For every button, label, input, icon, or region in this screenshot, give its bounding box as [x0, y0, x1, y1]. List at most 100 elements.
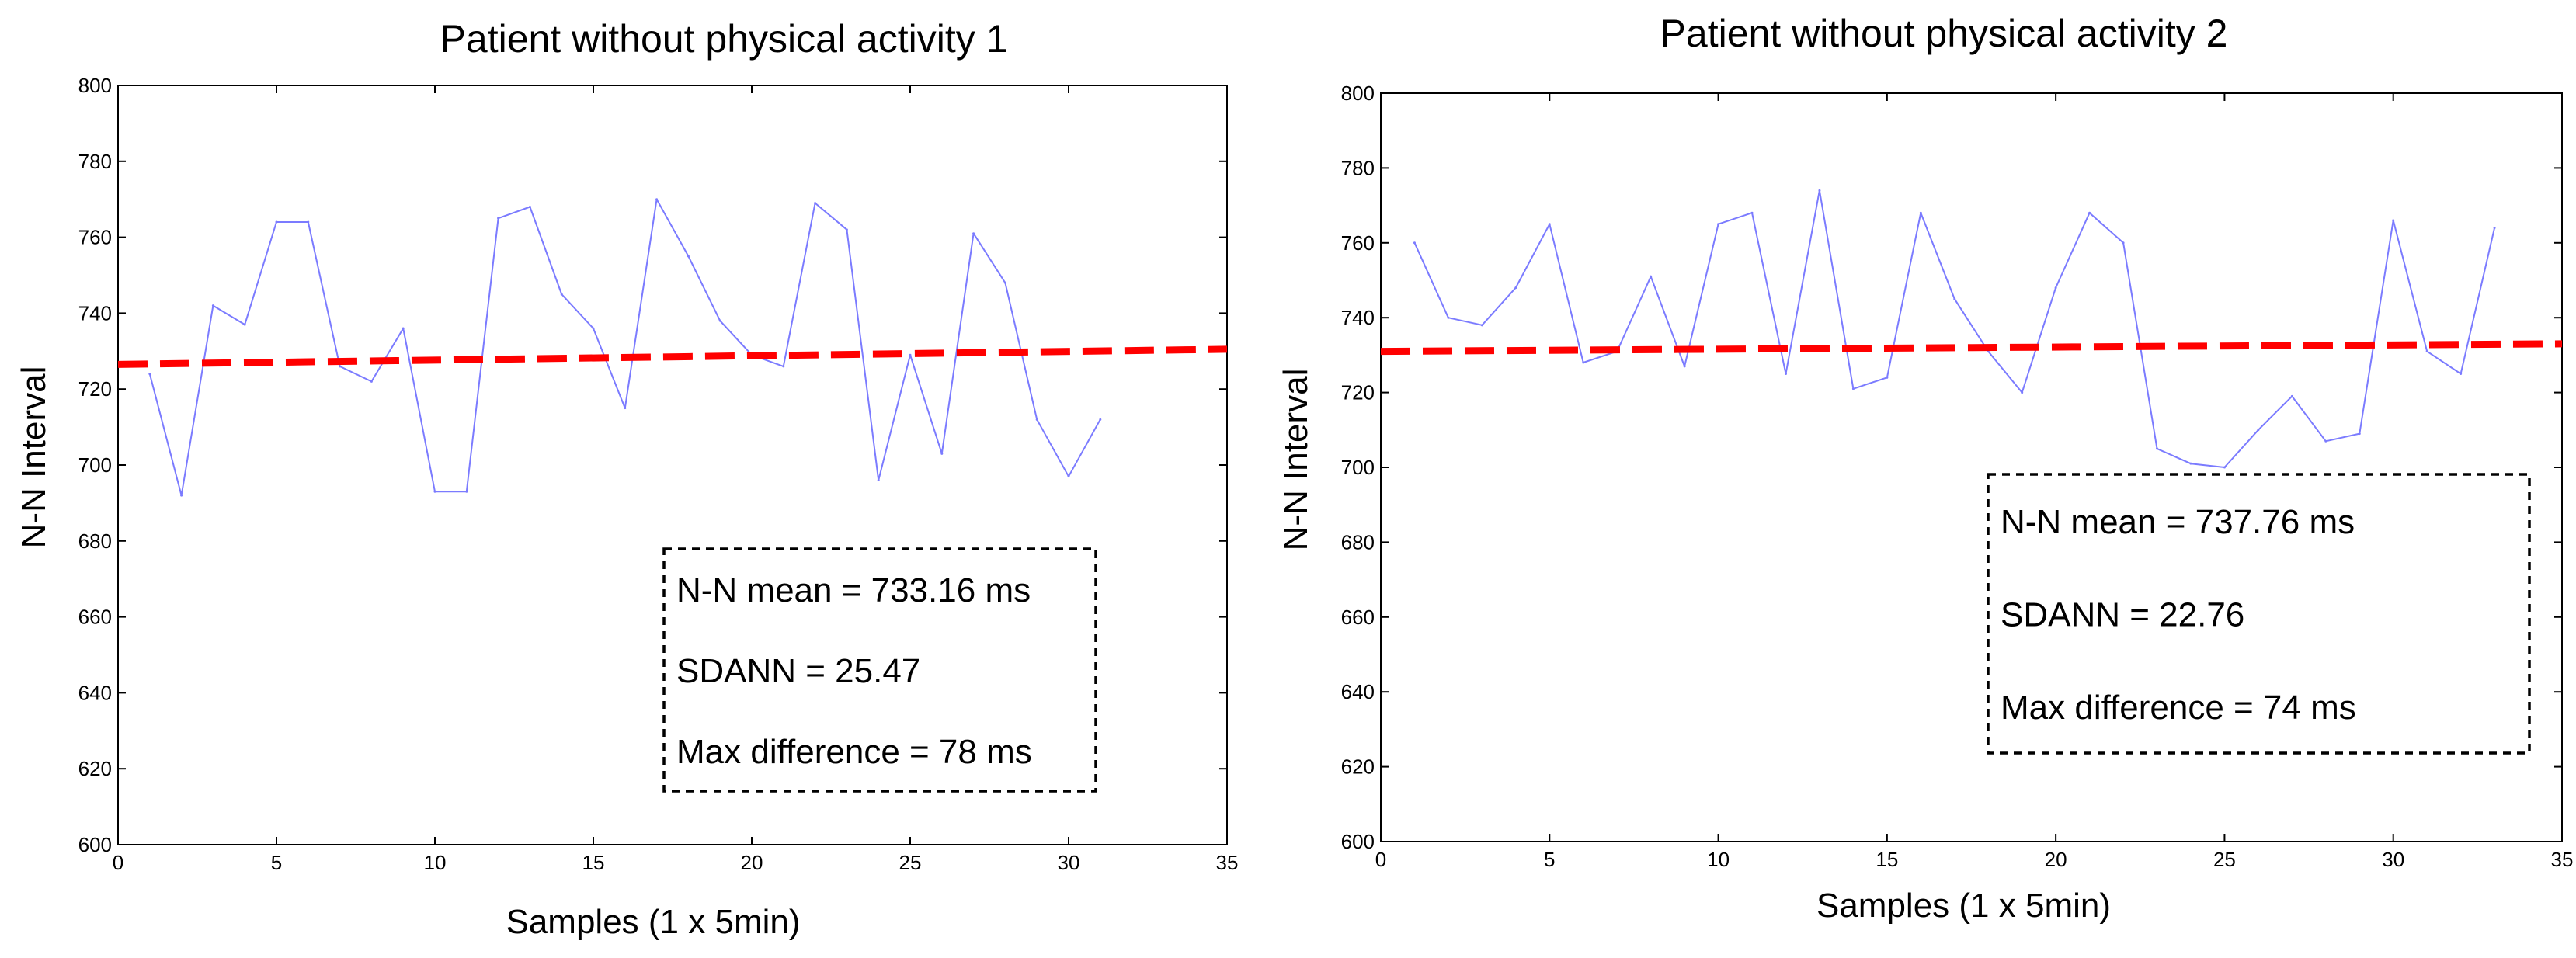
x-tick-label: 25: [899, 851, 922, 874]
y-tick-label: 780: [1341, 156, 1375, 179]
stats-box: [662, 547, 1097, 793]
data-point: [1919, 211, 1922, 214]
data-point: [307, 220, 310, 224]
data-point: [1099, 418, 1102, 421]
data-point: [2425, 350, 2428, 353]
data-point: [718, 319, 721, 322]
data-point: [877, 479, 880, 482]
y-tick-label: 600: [78, 833, 112, 856]
data-point: [528, 205, 531, 208]
data-point: [1035, 418, 1038, 421]
y-axis-label: N-N Interval: [15, 366, 53, 549]
data-point: [845, 228, 848, 231]
x-tick-label: 0: [1375, 848, 1386, 871]
y-tick-label: 640: [1341, 680, 1375, 703]
stat-line: SDANN = 22.76: [2001, 596, 2244, 634]
data-point: [624, 407, 627, 410]
data-point: [1548, 223, 1551, 226]
y-tick-label: 600: [1341, 830, 1375, 853]
y-tick-label: 800: [78, 74, 112, 97]
x-tick-label: 30: [1058, 851, 1080, 874]
data-point: [2223, 466, 2226, 469]
y-tick-label: 800: [1341, 82, 1375, 105]
y-tick-label: 760: [1341, 231, 1375, 255]
y-axis-label: N-N Interval: [1277, 369, 1315, 551]
data-point: [1717, 223, 1720, 226]
data-point: [782, 365, 785, 368]
data-point: [339, 365, 342, 368]
data-point: [592, 327, 595, 330]
data-point: [1851, 387, 1855, 390]
data-point: [1650, 275, 1653, 278]
trend-line-path: [117, 345, 1228, 368]
x-tick-label: 15: [1876, 848, 1898, 871]
data-point: [465, 490, 468, 493]
trend-line: [1380, 340, 2563, 356]
nn-interval-series: [148, 198, 1102, 497]
y-tick-label: 740: [1341, 306, 1375, 329]
data-point: [1683, 365, 1686, 368]
data-point: [2493, 227, 2496, 230]
data-point: [2324, 439, 2327, 443]
data-point: [275, 220, 278, 224]
data-point: [402, 327, 405, 330]
x-tick-label: 5: [271, 851, 282, 874]
chart-2: Patient without physical activity 2 600 62…: [1277, 12, 2573, 925]
y-tick-label: 760: [78, 226, 112, 249]
y-tick-label: 640: [78, 681, 112, 704]
stat-line: Max difference = 74 ms: [2001, 689, 2356, 727]
data-point: [1447, 316, 1450, 319]
data-point: [909, 353, 912, 356]
x-tick-label: 30: [2382, 848, 2404, 871]
data-point: [1003, 281, 1006, 284]
y-tick-label: 660: [78, 606, 112, 629]
data-point: [1582, 361, 1585, 364]
y-tick-label: 700: [78, 453, 112, 477]
chart-1: Patient without physical activity 1 600 62…: [15, 17, 1238, 941]
data-point: [940, 452, 944, 455]
data-point: [2358, 432, 2361, 436]
data-point: [655, 198, 659, 201]
x-axis-label: Samples (1 x 5min): [1816, 887, 2111, 925]
data-point: [2392, 219, 2395, 222]
data-point: [687, 255, 690, 258]
x-tick-label: 35: [2551, 848, 2574, 871]
data-point: [560, 293, 563, 296]
chart-title: Patient without physical activity 1: [440, 17, 1008, 61]
nn-interval-series: [1413, 189, 2496, 469]
x-tick-label: 10: [1707, 848, 1730, 871]
x-tick-label: 20: [741, 851, 763, 874]
data-point: [2054, 286, 2057, 290]
y-tick-label: 680: [78, 529, 112, 553]
data-point: [2460, 373, 2463, 375]
stat-line: N-N mean = 733.16 ms: [676, 571, 1031, 609]
data-point: [2088, 211, 2091, 214]
data-point: [1514, 286, 1517, 290]
data-point: [243, 323, 246, 326]
data-point: [2021, 391, 2024, 394]
x-axis-label: Samples (1 x 5min): [506, 903, 800, 941]
x-tick-label: 15: [582, 851, 605, 874]
x-tick-label: 20: [2045, 848, 2067, 871]
data-point: [2290, 394, 2293, 397]
y-tick-label: 720: [78, 377, 112, 401]
stats-box: [1987, 473, 2531, 755]
data-point: [814, 202, 817, 205]
data-point: [211, 304, 214, 307]
data-point: [148, 373, 151, 376]
data-point: [2257, 429, 2260, 432]
x-tick-label: 10: [424, 851, 447, 874]
data-point: [1886, 376, 1889, 379]
data-point: [972, 232, 975, 235]
trend-line: [117, 345, 1228, 368]
data-point: [2122, 241, 2125, 245]
x-tick-label: 5: [1544, 848, 1555, 871]
data-point: [1953, 297, 1956, 300]
y-tick-label: 660: [1341, 606, 1375, 629]
data-point: [1413, 241, 1416, 245]
y-tick-label: 780: [78, 150, 112, 173]
data-point: [1750, 211, 1754, 214]
data-point: [1480, 324, 1483, 327]
y-tick-label: 700: [1341, 456, 1375, 479]
